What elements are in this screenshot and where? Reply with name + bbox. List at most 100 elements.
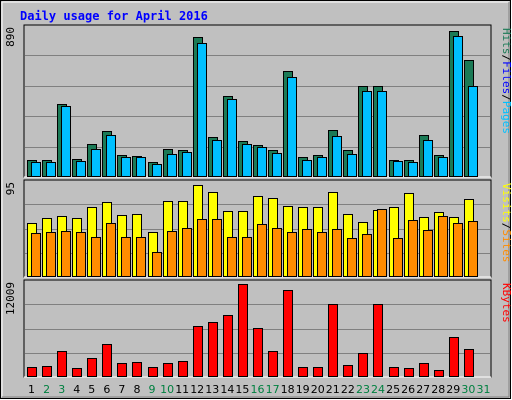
bar-kbytes-day-13 — [208, 322, 218, 377]
legend-text: Hits/Files/Pages — [500, 28, 512, 134]
x-tick-label-day-29: 29 — [446, 383, 460, 396]
bar-files-day-19 — [302, 160, 312, 177]
bar-files-day-7 — [121, 157, 131, 177]
axis-max-label: 95 — [4, 182, 17, 195]
legend-visits: Visits — [500, 183, 512, 223]
bar-kbytes-day-29 — [449, 337, 459, 377]
bar-sites-day-5 — [91, 237, 101, 277]
bar-files-day-18 — [287, 77, 297, 177]
x-tick-label-day-11: 11 — [175, 383, 189, 396]
bar-sites-day-26 — [408, 220, 418, 277]
bar-kbytes-day-14 — [223, 315, 233, 377]
bar-sites-day-27 — [423, 230, 433, 277]
x-tick-label-day-4: 4 — [73, 383, 80, 396]
bar-sites-day-9 — [152, 252, 162, 277]
bar-kbytes-day-11 — [178, 361, 188, 377]
bar-sites-day-23 — [362, 234, 372, 277]
bar-sites-day-30 — [468, 221, 478, 277]
bar-kbytes-day-24 — [373, 304, 383, 377]
legend-files: Files — [500, 61, 512, 94]
bar-kbytes-day-3 — [57, 351, 67, 377]
x-axis-day-labels: 1 2 3 4 5 6 7 8 9 10 11 12 13 14 15 16 17 18 19 20 21 22 23 24 2… — [28, 383, 491, 396]
bar-files-day-28 — [438, 157, 448, 177]
legend-sites: Sites — [500, 229, 512, 262]
bar-files-day-10 — [167, 154, 177, 177]
x-tick-label-day-15: 15 — [235, 383, 249, 396]
legend-separator: / — [500, 94, 512, 101]
panel-legend: Hits/Files/Pages — [500, 28, 512, 134]
bar-files-day-25 — [393, 161, 403, 177]
bar-kbytes-day-28 — [434, 370, 444, 377]
bar-files-day-14 — [227, 99, 237, 177]
bar-files-day-13 — [212, 140, 222, 177]
x-tick-label-day-30: 30 — [461, 383, 475, 396]
x-tick-label-day-8: 8 — [134, 383, 141, 396]
bar-sites-day-28 — [438, 216, 448, 277]
legend-hits: Hits — [500, 28, 512, 55]
x-tick-label-day-18: 18 — [281, 383, 295, 396]
bar-sites-day-4 — [76, 232, 86, 277]
panel-legend: Visits/Sites — [500, 183, 512, 263]
bar-sites-day-12 — [197, 219, 207, 277]
x-tick-label-day-25: 25 — [386, 383, 400, 396]
bar-files-day-26 — [408, 162, 418, 177]
bar-kbytes-day-10 — [163, 363, 173, 377]
bar-sites-day-10 — [167, 231, 177, 277]
bar-sites-day-25 — [393, 238, 403, 277]
bar-files-day-1 — [31, 162, 41, 177]
bar-files-day-23 — [362, 91, 372, 177]
x-tick-label-day-16: 16 — [251, 383, 265, 396]
legend-kbytes: KBytes — [500, 283, 512, 323]
bar-sites-day-13 — [212, 219, 222, 277]
bar-sites-day-6 — [106, 223, 116, 277]
bar-kbytes-day-5 — [87, 358, 97, 377]
x-tick-label-day-5: 5 — [88, 383, 95, 396]
x-tick-label-day-10: 10 — [160, 383, 174, 396]
bar-sites-day-7 — [121, 237, 131, 277]
bar-kbytes-day-15 — [238, 284, 248, 377]
x-tick-label-day-24: 24 — [371, 383, 385, 396]
bar-kbytes-day-18 — [283, 290, 293, 377]
bar-kbytes-day-1 — [27, 367, 37, 377]
chart-title: Daily usage for April 2016 — [20, 9, 208, 23]
bar-files-day-9 — [152, 164, 162, 177]
bar-files-day-8 — [136, 157, 146, 177]
bar-files-day-3 — [61, 106, 71, 177]
axis-max-label: 12009 — [4, 282, 17, 315]
bar-sites-day-14 — [227, 237, 237, 277]
x-tick-label-day-12: 12 — [190, 383, 204, 396]
x-tick-label-day-7: 7 — [118, 383, 125, 396]
x-tick-label-day-27: 27 — [416, 383, 430, 396]
bar-kbytes-day-17 — [268, 351, 278, 377]
bar-files-day-30 — [468, 86, 478, 177]
panel-hits-files-pages: 890 Hits/Files/Pages — [4, 24, 512, 178]
bar-files-day-17 — [272, 153, 282, 177]
legend-text: Visits/Sites — [500, 183, 512, 263]
bar-files-day-20 — [317, 157, 327, 177]
bar-kbytes-day-19 — [298, 367, 308, 377]
bar-files-day-15 — [242, 144, 252, 177]
x-tick-label-day-17: 17 — [266, 383, 280, 396]
x-tick-label-day-23: 23 — [356, 383, 370, 396]
legend-separator: / — [500, 223, 512, 230]
bar-sites-day-11 — [182, 228, 192, 277]
bar-sites-day-15 — [242, 237, 252, 277]
bar-files-day-6 — [106, 135, 116, 177]
x-tick-label-day-31: 31 — [477, 383, 491, 396]
x-tick-label-day-13: 13 — [205, 383, 219, 396]
bar-files-day-12 — [197, 43, 207, 177]
legend-separator: / — [500, 55, 512, 62]
bar-kbytes-day-16 — [253, 328, 263, 377]
bar-kbytes-day-23 — [358, 353, 368, 377]
bar-kbytes-day-7 — [117, 363, 127, 377]
bar-sites-day-3 — [61, 231, 71, 277]
axis-max-label: 890 — [4, 27, 17, 47]
x-tick-label-day-1: 1 — [28, 383, 35, 396]
panel-kbytes: 12009 KBytes — [4, 279, 512, 378]
bar-files-day-22 — [347, 154, 357, 177]
x-tick-label-day-21: 21 — [326, 383, 340, 396]
bar-sites-day-16 — [257, 224, 267, 277]
x-tick-label-day-14: 14 — [220, 383, 234, 396]
x-tick-label-day-28: 28 — [431, 383, 445, 396]
